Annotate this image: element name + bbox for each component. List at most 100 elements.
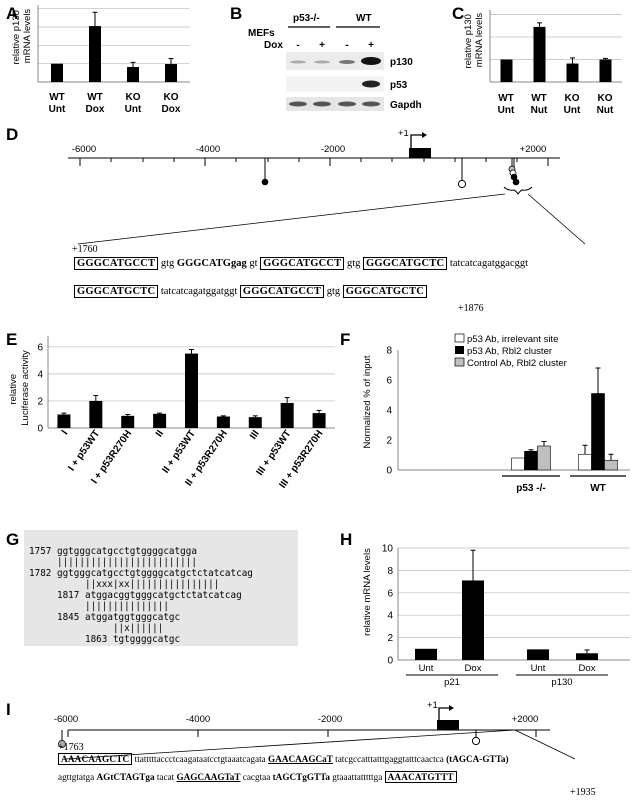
chart-a-cat-bot-1: Unt bbox=[49, 104, 66, 115]
category-label: I + p53WT bbox=[66, 428, 102, 473]
band-gapdh-2 bbox=[313, 101, 331, 107]
bar bbox=[511, 457, 525, 471]
seq-d-box: GGGCATGCTC bbox=[363, 257, 448, 270]
chart-a-cat-top-1: WT bbox=[49, 92, 65, 103]
blot-sign-3: - bbox=[345, 40, 348, 51]
panel-label-b: B bbox=[230, 4, 243, 23]
blot-label-p130: p130 bbox=[390, 57, 413, 68]
legend-swatch-black bbox=[455, 346, 464, 354]
chart-a-category-labels: WT Unt WT Dox KO Unt KO Dox bbox=[49, 92, 181, 115]
tick-label: 0 bbox=[386, 466, 392, 477]
chart-a-cat-bot-3: Unt bbox=[125, 104, 142, 115]
chart-c-cat-top-4: KO bbox=[598, 93, 613, 104]
seq-d-line1: GGGCATGCCT gtg GGGCATGgag gt GGGCATGCCT … bbox=[74, 257, 528, 270]
alignment-g: 1757 ggtgggcatgcctgtggggcatgga |||||||||… bbox=[29, 535, 253, 656]
promoter-map-i: -6000 -4000 -2000 +2000 +1 bbox=[54, 700, 576, 760]
map-d-cluster-site-black bbox=[510, 173, 518, 181]
chart-c-ylabel: relative p130 mRNA levels bbox=[463, 11, 485, 68]
chart-a-marks bbox=[37, 5, 190, 83]
blot-sign-1: - bbox=[296, 40, 299, 51]
chart-c: relative p130 mRNA levels WT Unt WT Nut … bbox=[463, 10, 622, 116]
chart-e: relative Luciferase activity 0 2 4 6 II + p5… bbox=[8, 336, 335, 490]
chart-a-cat-top-4: KO bbox=[164, 92, 179, 103]
chart-h-ylabel: relative mRNA levels bbox=[362, 548, 373, 636]
panel-label-c: C bbox=[452, 4, 465, 23]
tick-label: 2 bbox=[387, 633, 393, 644]
seq-i-box: AAACATGTTT bbox=[384, 771, 457, 783]
blot-dox-label: Dox bbox=[264, 40, 283, 51]
legend-label-2: p53 Ab, Rbl2 cluster bbox=[467, 346, 552, 357]
panel-label-g: G bbox=[6, 530, 20, 549]
map-d-arrowhead-icon bbox=[422, 132, 427, 138]
band-gapdh-1 bbox=[289, 101, 307, 107]
panel-label-e: E bbox=[6, 330, 18, 349]
band-gapdh-4 bbox=[362, 101, 380, 107]
tick-label: 2 bbox=[37, 396, 43, 407]
map-i-tick-label-4: +2000 bbox=[512, 714, 539, 725]
chart-h-gene-1: p21 bbox=[444, 677, 460, 688]
chart-h: relative mRNA levels 0 2 4 6 8 10 Unt Dox Unt… bbox=[362, 544, 630, 688]
seq-d-spacer: gtg bbox=[158, 258, 177, 269]
chart-h-marks: 0 2 4 6 8 10 bbox=[382, 544, 630, 667]
map-d-site-open bbox=[457, 179, 467, 189]
seq-i-start: +1763 bbox=[58, 742, 84, 753]
seq-i-site: AGtCTAGTga bbox=[96, 772, 155, 782]
map-d-tss-arrow bbox=[410, 134, 424, 148]
seq-i-site: (tAGCA-GTTa) bbox=[446, 754, 509, 764]
blot-strip-gapdh bbox=[286, 97, 384, 111]
chart-h-cat-1: Unt bbox=[419, 663, 434, 674]
seq-d-box: GGGCATGCTC bbox=[74, 285, 159, 298]
bar bbox=[524, 450, 538, 471]
chart-f-marks: 0 2 4 6 8 bbox=[386, 346, 630, 477]
seq-i-line2: agttgtatga AGtCTAGTga tacat GAGCAAGTaT c… bbox=[58, 771, 457, 783]
bar bbox=[185, 353, 198, 428]
chart-a-cat-bot-2: Dox bbox=[86, 104, 105, 115]
chart-c-cat-top-1: WT bbox=[498, 93, 514, 104]
chart-c-ylabel-line1: relative p130 bbox=[463, 14, 474, 68]
seq-d-end: +1876 bbox=[458, 303, 484, 314]
chart-a: relative p130 mRNA levels WT Unt WT Dox … bbox=[11, 5, 190, 115]
map-i-tick-label-2: -4000 bbox=[186, 714, 210, 725]
band-p130-3 bbox=[339, 60, 355, 64]
bar bbox=[604, 459, 618, 471]
panel-label-i: I bbox=[6, 700, 11, 719]
seq-i-box: AAACAAGCTC bbox=[58, 753, 133, 765]
map-d-site-black bbox=[261, 178, 269, 186]
map-d-zoom-line-right bbox=[527, 193, 586, 245]
map-i-zoom-line-right bbox=[514, 729, 576, 760]
tick-label: 8 bbox=[387, 566, 393, 577]
chart-c-cat-top-3: KO bbox=[565, 93, 580, 104]
blot-sign-2: + bbox=[319, 40, 325, 51]
seq-d-box: GGGCATGCTC bbox=[342, 285, 428, 298]
chart-c-ylabel-line2: mRNA levels bbox=[474, 13, 485, 68]
chart-f-ylabel: Normalized % of input bbox=[362, 355, 373, 448]
category-label: I bbox=[60, 428, 71, 437]
tick-label: 4 bbox=[37, 369, 43, 380]
panel-label-f: F bbox=[340, 330, 351, 349]
seq-d-spacer: gtg bbox=[324, 286, 343, 297]
category-label: III bbox=[248, 428, 262, 441]
tick-label: 4 bbox=[387, 611, 393, 622]
tick-label: 6 bbox=[37, 342, 43, 353]
tick-label: 6 bbox=[387, 588, 393, 599]
legend-swatch-white bbox=[454, 333, 465, 343]
chart-c-marks bbox=[489, 10, 622, 83]
map-i-arrowhead-icon bbox=[449, 705, 454, 711]
bar bbox=[500, 59, 513, 82]
tick-label: 8 bbox=[386, 346, 392, 357]
blot-group-wt: WT bbox=[356, 13, 372, 24]
chart-f-legend: p53 Ab, irrelevant site p53 Ab, Rbl2 clu… bbox=[454, 333, 567, 369]
map-i-tss-arrow bbox=[438, 707, 451, 720]
blot-label-gapdh: Gapdh bbox=[390, 100, 422, 111]
seq-i-site: GAGCAAGTaT bbox=[176, 772, 241, 782]
chart-a-cat-top-2: WT bbox=[87, 92, 103, 103]
map-d-ticks bbox=[79, 158, 549, 166]
seq-d-spacer: gt bbox=[246, 258, 261, 269]
map-d-tick-label-3: -2000 bbox=[321, 144, 345, 155]
band-p130-2 bbox=[314, 60, 330, 64]
bar bbox=[127, 66, 139, 82]
alignment-line: ||x|||||| bbox=[29, 623, 164, 634]
legend-label-3: Control Ab, Rbl2 cluster bbox=[467, 358, 567, 369]
bar bbox=[51, 63, 63, 82]
